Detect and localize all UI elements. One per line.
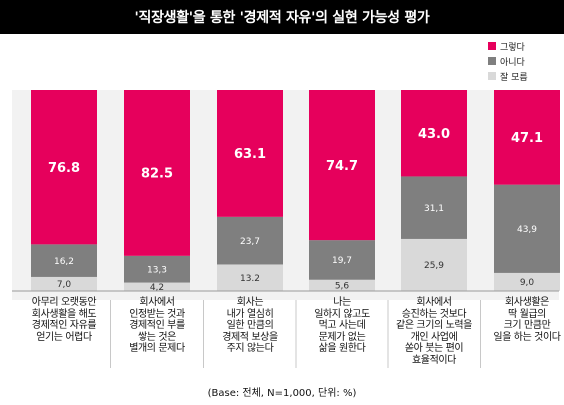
value-label-no-4: 19,7 [332,256,352,266]
category-label-5: 회사에서 승진하는 것보다 같은 크기의 노력을 개인 사업에 쏟아 붓는 편이… [396,297,472,366]
legend-label-no: 아니다 [500,57,525,68]
value-label-no-1: 16,2 [54,257,74,267]
legend-label-yes: 그렇다 [500,42,525,53]
bar-no-2 [124,255,190,283]
value-label-unsure-6: 9,0 [520,278,535,288]
value-label-yes-6: 47.1 [511,131,543,146]
value-label-yes-4: 74.7 [326,159,358,174]
legend: 그렇다 아니다 잘 모름 [488,40,528,83]
bar-no-6 [494,184,560,273]
category-label-4: 나는 일하지 않고도 먹고 사는데 문제가 없는 삶을 원한다 [314,297,370,354]
bar-yes-4 [309,90,375,241]
value-label-yes-1: 76.8 [48,161,80,176]
value-label-yes-2: 82.5 [141,167,173,182]
bar-unsure-3 [217,264,283,291]
bar-unsure-2 [124,282,190,291]
value-label-unsure-2: 4,2 [150,283,164,293]
value-label-no-6: 43,9 [517,225,537,235]
bar-yes-6 [494,90,560,185]
category-label-1: 아무리 오랫동안 회사생활을 해도 경제적인 자유를 얻기는 어렵다 [31,297,97,343]
category-label-2: 회사에서 인정받는 것과 경제적인 부를 쌓는 것은 별개의 문제다 [129,297,185,354]
legend-item-no: 아니다 [488,55,528,68]
value-label-yes-3: 63.1 [234,147,266,162]
legend-swatch-yes [488,42,496,50]
bar-unsure-4 [309,279,375,291]
title-bar: '직장생활'을 통한 '경제적 자유'의 실현 가능성 평가 [0,0,564,34]
legend-label-unsure: 잘 모름 [500,72,528,83]
legend-item-unsure: 잘 모름 [488,70,528,83]
bar-no-4 [309,240,375,280]
legend-swatch-unsure [488,72,496,80]
bar-no-1 [31,244,97,277]
chart-title: '직장생활'을 통한 '경제적 자유'의 실현 가능성 평가 [134,10,430,26]
legend-swatch-no [488,57,496,65]
bar-yes-5 [401,90,467,177]
bar-yes-1 [31,90,97,245]
bar-no-5 [401,176,467,239]
legend-item-yes: 그렇다 [488,40,528,53]
value-label-unsure-4: 5,6 [335,282,350,292]
category-label-3: 회사는 내가 열심히 일한 만큼의 경제적 보상을 주지 않는다 [222,297,278,354]
category-label-6: 회사생활은 딱 월급의 크기 만큼만 일을 하는 것이다 [493,297,561,343]
value-label-no-5: 31,1 [424,204,444,214]
value-label-unsure-3: 13.2 [240,274,260,284]
bar-unsure-1 [31,276,97,291]
footnote: (Base: 전체, N=1,000, 단위: %) [207,388,357,399]
bar-yes-3 [217,90,283,217]
plot-background [12,90,559,300]
bar-unsure-6 [494,272,560,291]
value-label-unsure-5: 25,9 [424,261,444,271]
value-label-yes-5: 43.0 [418,127,450,142]
bar-yes-2 [124,90,190,256]
bar-no-3 [217,216,283,265]
bar-unsure-5 [401,238,467,291]
value-label-no-2: 13,3 [147,265,167,275]
value-label-unsure-1: 7,0 [57,280,72,290]
value-label-no-3: 23,7 [240,237,260,247]
